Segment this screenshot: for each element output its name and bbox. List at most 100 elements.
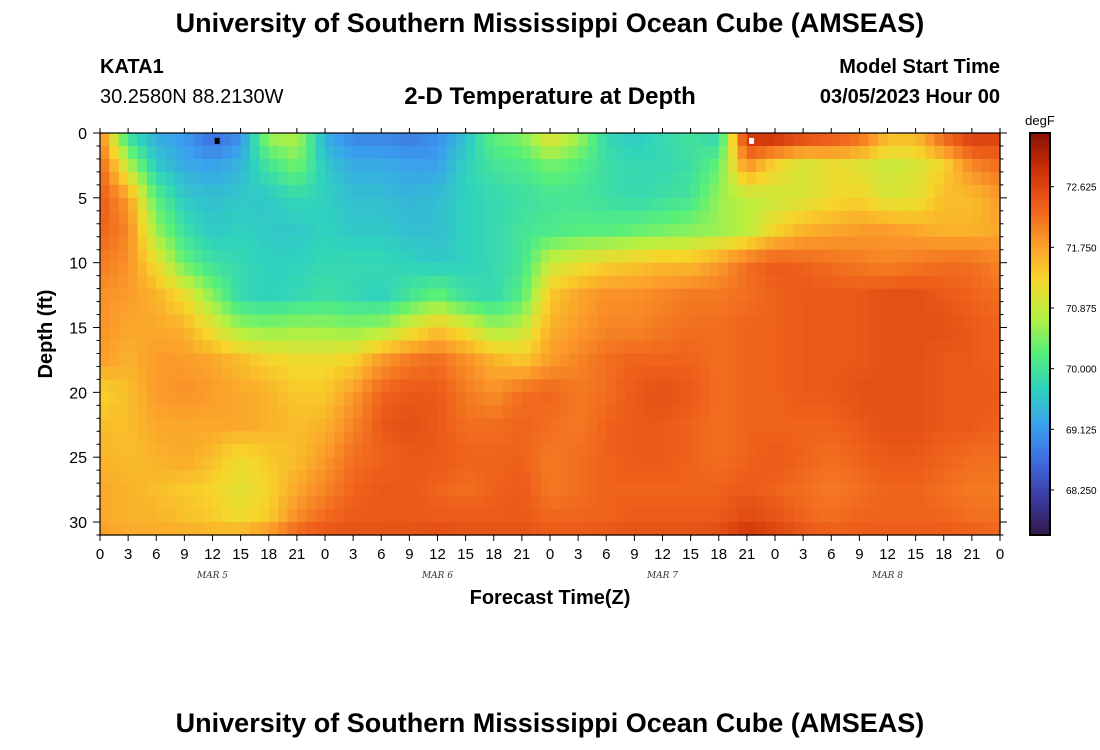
x-tick-label: 3: [124, 546, 132, 563]
heatmap-cell: [296, 197, 307, 212]
heatmap-cell: [709, 353, 720, 368]
heatmap-cell: [296, 184, 307, 199]
heatmap-cell: [821, 275, 832, 290]
heatmap-cell: [540, 392, 551, 406]
heatmap-cell: [109, 418, 120, 432]
heatmap-cell: [859, 353, 870, 368]
heatmap-cell: [934, 171, 945, 186]
heatmap-cell: [878, 171, 889, 186]
heatmap-cell: [559, 418, 570, 432]
heatmap-cell: [775, 275, 785, 290]
heatmap-cell: [878, 509, 889, 523]
heatmap-cell: [334, 262, 345, 277]
heatmap-cell: [315, 223, 326, 238]
heatmap-cell: [456, 210, 467, 225]
heatmap-cell: [503, 184, 514, 199]
heatmap-cell: [587, 418, 598, 432]
heatmap-cell: [418, 314, 429, 329]
heatmap-cell: [718, 184, 729, 199]
heatmap-cell: [156, 301, 167, 316]
heatmap-cell: [512, 171, 523, 186]
heatmap-cell: [765, 444, 776, 458]
heatmap-cell: [962, 249, 973, 264]
heatmap-cell: [981, 496, 992, 510]
heatmap-cell: [315, 470, 326, 484]
heatmap-cell: [503, 483, 514, 497]
heatmap-cell: [146, 444, 157, 458]
heatmap-cell: [540, 223, 551, 238]
heatmap-cell: [868, 366, 879, 380]
heatmap-cell: [212, 418, 223, 432]
heatmap-cell: [700, 275, 710, 290]
heatmap-cell: [446, 184, 457, 199]
heatmap-cell: [278, 353, 289, 368]
heatmap-cell: [559, 496, 570, 510]
heatmap-cell: [896, 470, 907, 484]
heatmap-cell: [962, 483, 973, 497]
heatmap-cell: [850, 444, 860, 458]
heatmap-cell: [990, 184, 1001, 199]
heatmap-cell: [503, 145, 514, 160]
heatmap-cell: [765, 210, 776, 225]
heatmap-cell: [437, 431, 448, 445]
heatmap-cell: [887, 133, 898, 147]
heatmap-cell: [634, 431, 645, 445]
heatmap-cell: [634, 392, 645, 406]
heatmap-cell: [240, 275, 251, 290]
heatmap-cell: [484, 314, 495, 329]
heatmap-cell: [456, 197, 467, 212]
heatmap-cell: [690, 275, 701, 290]
heatmap-cell: [859, 262, 870, 277]
heatmap-cell: [709, 275, 720, 290]
heatmap-cell: [428, 366, 439, 380]
colorbar-band: [1030, 323, 1050, 328]
heatmap-cell: [362, 223, 373, 238]
heatmap-cell: [596, 470, 607, 484]
heatmap-cell: [465, 314, 476, 329]
heatmap-cell: [915, 457, 926, 471]
heatmap-cell: [990, 301, 1001, 316]
heatmap-cell: [625, 145, 635, 160]
heatmap-cell: [231, 483, 242, 497]
heatmap-cell: [428, 171, 439, 186]
heatmap-cell: [709, 444, 720, 458]
heatmap-cell: [812, 145, 823, 160]
heatmap-cell: [737, 353, 748, 368]
heatmap-cell: [315, 483, 326, 497]
heatmap-cell: [550, 275, 560, 290]
heatmap-cell: [550, 496, 560, 510]
heatmap-cell: [887, 262, 898, 277]
heatmap-cell: [803, 496, 814, 510]
heatmap-cell: [278, 470, 289, 484]
heatmap-cell: [437, 496, 448, 510]
heatmap-cell: [681, 366, 692, 380]
colorbar-band: [1030, 474, 1050, 479]
heatmap-cell: [803, 262, 814, 277]
heatmap-cell: [418, 288, 429, 303]
heatmap-cell: [850, 275, 860, 290]
y-tick-label: 10: [69, 256, 87, 273]
heatmap-cell: [278, 210, 289, 225]
heatmap-cell: [390, 340, 401, 355]
heatmap-cell: [446, 405, 457, 419]
colorbar-band: [1030, 236, 1050, 241]
heatmap-cell: [175, 249, 185, 264]
heatmap-cell: [859, 444, 870, 458]
heatmap-cell: [193, 457, 204, 471]
heatmap-cell: [334, 275, 345, 290]
heatmap-cell: [137, 327, 148, 342]
heatmap-cell: [231, 509, 242, 523]
heatmap-cell: [428, 327, 439, 342]
heatmap-cell: [128, 509, 139, 523]
heatmap-cell: [437, 262, 448, 277]
heatmap-cell: [784, 133, 795, 147]
heatmap-cell: [137, 314, 148, 329]
station-coordinates: 30.2580N 88.2130W: [100, 86, 284, 108]
heatmap-cell: [503, 158, 514, 173]
heatmap-cell: [287, 418, 298, 432]
heatmap-cell: [850, 327, 860, 342]
heatmap-cell: [409, 418, 420, 432]
model-start-value: 03/05/2023 Hour 00: [819, 86, 1000, 108]
heatmap-cell: [681, 522, 692, 536]
colorbar-band: [1030, 293, 1050, 298]
